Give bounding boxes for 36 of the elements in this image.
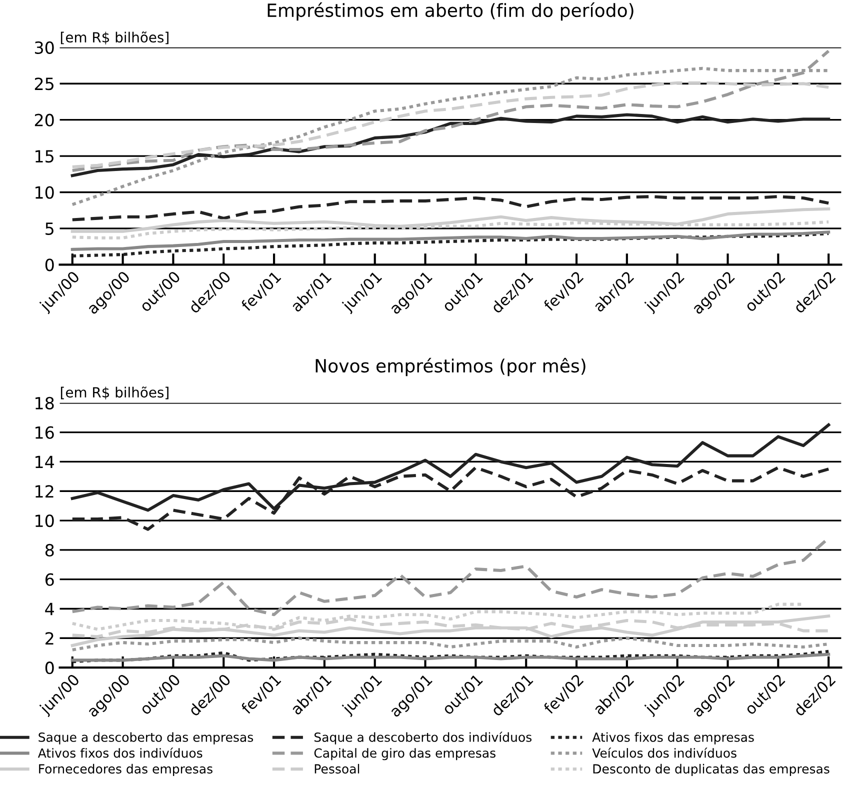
line-series (70, 230, 830, 251)
legend-label: Saque a descoberto dos indivíduos (314, 732, 532, 744)
chart-title: Novos empréstimos (por mês) (316, 358, 586, 376)
y-tick-label: 25 (34, 78, 54, 90)
y-tick-label: 6 (45, 573, 54, 586)
line-series (70, 614, 830, 648)
y-tick-label: 4 (45, 602, 54, 616)
legend-label: Ativos fixos dos indivíduos (38, 748, 202, 758)
y-tick-label: 0 (45, 662, 54, 674)
line-series (70, 232, 830, 258)
legend-label: Pessoal (314, 764, 360, 774)
y-tick-label: 18 (36, 396, 54, 410)
y-tick-label: 8 (45, 544, 54, 556)
legend-label: Desconto de duplicatas das empresas (593, 764, 830, 776)
legend-label: Capital de giro das empresas (314, 748, 496, 760)
y-tick-label: 5 (46, 222, 54, 236)
y-tick-label: 20 (34, 114, 54, 126)
legend-label: Ativos fixos das empresas (592, 732, 754, 744)
line-series (70, 81, 830, 168)
y-tick-label: 0 (45, 258, 54, 272)
y-tick-label: 10 (36, 514, 54, 528)
y-axis-title: [em R$ bilhões] (60, 386, 168, 400)
legend-label: Veículos dos indivíduos (592, 748, 736, 758)
line-series (70, 650, 830, 664)
y-tick-label: 14 (36, 456, 54, 468)
y-tick-label: 16 (36, 426, 54, 439)
line-series (70, 195, 830, 222)
y-tick-label: 10 (36, 186, 54, 199)
y-tick-label: 30 (34, 41, 54, 54)
y-tick-label: 15 (36, 150, 54, 163)
y-axis-title: [em R$ bilhões] (60, 32, 168, 44)
legend-label: Saque a descoberto das empresas (38, 732, 254, 744)
legend-label: Fornecedores das empresas (39, 764, 212, 776)
y-tick-label: 12 (36, 485, 54, 498)
chart-title: Empréstimos em aberto (fim do período) (268, 2, 634, 21)
y-tick-label: 2 (46, 632, 54, 644)
